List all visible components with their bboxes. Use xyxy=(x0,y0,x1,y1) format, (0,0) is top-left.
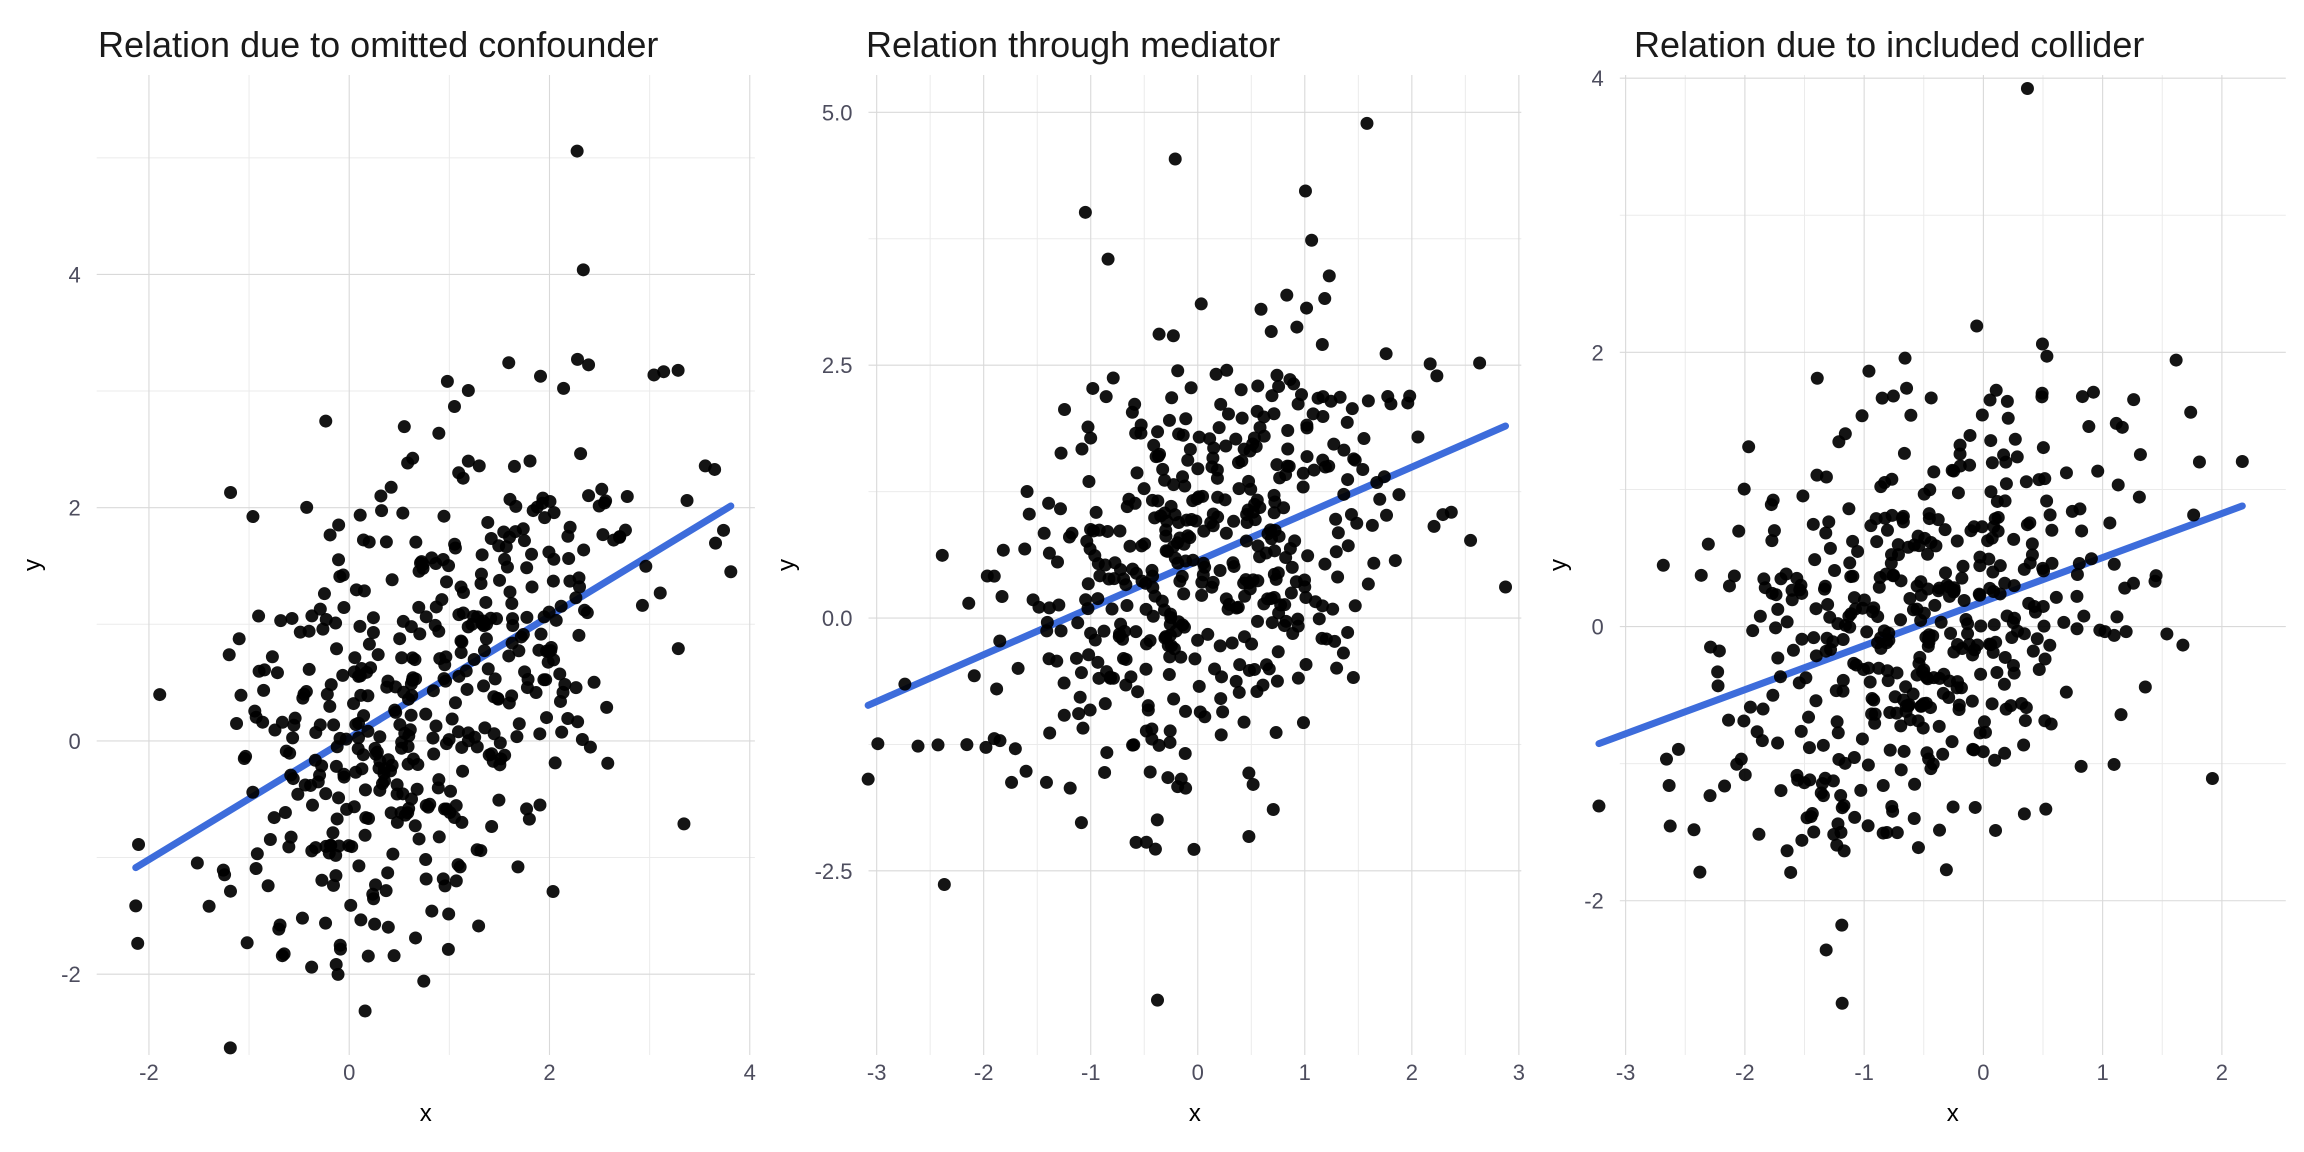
svg-text:-2: -2 xyxy=(1735,1060,1755,1085)
svg-text:Relation due to included colli: Relation due to included collider xyxy=(1634,24,2144,65)
svg-text:3: 3 xyxy=(1513,1060,1525,1085)
svg-text:5.0: 5.0 xyxy=(822,100,853,125)
svg-text:x: x xyxy=(1947,1100,1959,1127)
svg-text:Relation due to omitted confou: Relation due to omitted confounder xyxy=(98,24,658,65)
svg-text:-1: -1 xyxy=(1081,1060,1101,1085)
svg-text:2: 2 xyxy=(543,1060,555,1085)
svg-text:-2.5: -2.5 xyxy=(815,859,853,884)
svg-text:1: 1 xyxy=(1299,1060,1311,1085)
svg-text:4: 4 xyxy=(744,1060,756,1085)
svg-text:0: 0 xyxy=(1977,1060,1989,1085)
svg-text:0: 0 xyxy=(68,729,80,754)
svg-text:2.5: 2.5 xyxy=(822,353,853,378)
svg-text:-1: -1 xyxy=(1854,1060,1874,1085)
svg-text:2: 2 xyxy=(2216,1060,2228,1085)
svg-text:x: x xyxy=(1189,1100,1201,1127)
svg-text:y: y xyxy=(773,559,800,571)
svg-text:2: 2 xyxy=(68,496,80,521)
svg-text:4: 4 xyxy=(1592,66,1604,91)
svg-text:-2: -2 xyxy=(974,1060,994,1085)
svg-text:y: y xyxy=(1545,559,1572,571)
svg-text:-2: -2 xyxy=(61,962,81,987)
svg-text:0.0: 0.0 xyxy=(822,606,853,631)
svg-text:2: 2 xyxy=(1406,1060,1418,1085)
svg-text:2: 2 xyxy=(1592,340,1604,365)
svg-text:1: 1 xyxy=(2097,1060,2109,1085)
svg-text:0: 0 xyxy=(1592,615,1604,640)
svg-text:0: 0 xyxy=(1192,1060,1204,1085)
svg-text:4: 4 xyxy=(68,262,80,287)
svg-text:x: x xyxy=(420,1100,432,1127)
svg-text:y: y xyxy=(19,559,46,571)
svg-text:-2: -2 xyxy=(139,1060,159,1085)
svg-text:Relation through mediator: Relation through mediator xyxy=(866,24,1280,65)
svg-text:0: 0 xyxy=(343,1060,355,1085)
svg-text:-2: -2 xyxy=(1584,889,1604,914)
svg-text:-3: -3 xyxy=(867,1060,887,1085)
svg-text:-3: -3 xyxy=(1616,1060,1636,1085)
